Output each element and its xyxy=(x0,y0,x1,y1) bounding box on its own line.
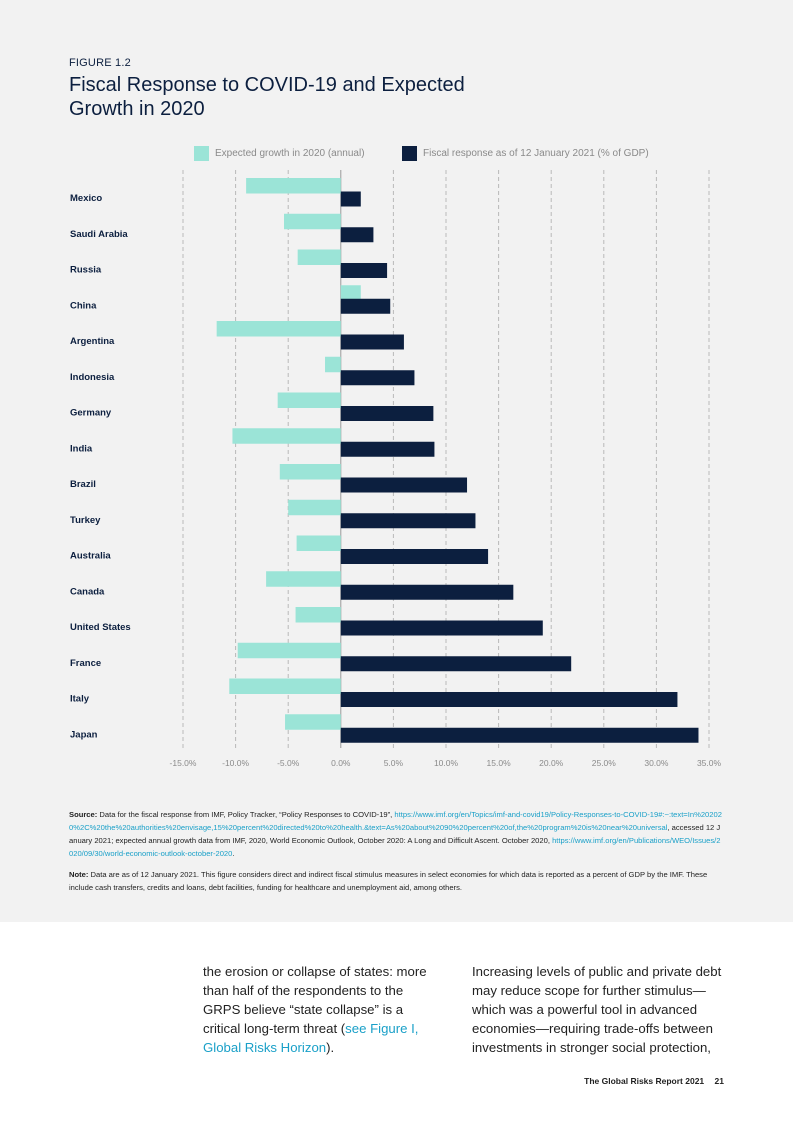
note-text: Data are as of 12 January 2021. This fig… xyxy=(69,870,708,892)
fiscal-bar xyxy=(340,656,572,672)
source-link-2[interactable]: https://www.imf.org/en/Publications/WEO/… xyxy=(69,836,721,858)
fiscal-bar xyxy=(340,370,415,386)
fiscal-bar xyxy=(340,513,476,529)
x-tick-label: 0.0% xyxy=(331,758,351,768)
growth-bar xyxy=(325,356,341,373)
growth-bar xyxy=(246,178,341,194)
growth-bar xyxy=(296,535,341,551)
fiscal-bar xyxy=(340,191,361,207)
source-paragraph: Source: Data for the fiscal response fro… xyxy=(69,808,724,860)
source-text-2: , accessed 12 January 2021; expected ann… xyxy=(69,823,721,845)
category-label: Mexico xyxy=(70,193,102,204)
fiscal-bar xyxy=(340,692,678,707)
bar-chart: -15.0% -10.0% -5.0% 0.0% 5.0% 10.0% 15.0% 20.0%… xyxy=(70,170,722,768)
category-label: Argentina xyxy=(70,336,115,347)
figure-reference-link[interactable]: see Figure I, Global Risks Horizon xyxy=(203,1021,419,1055)
fiscal-bar xyxy=(340,298,391,314)
x-tick-label: 5.0% xyxy=(384,758,404,768)
growth-bar xyxy=(285,714,341,730)
growth-bar xyxy=(237,642,341,659)
legend-label-growth: Expected growth in 2020 (annual) xyxy=(215,148,365,159)
source-heading: Source: xyxy=(69,810,98,819)
growth-bar xyxy=(216,321,341,337)
category-label: United States xyxy=(70,622,131,633)
category-label: Turkey xyxy=(70,515,101,526)
page-number: 21 xyxy=(714,1076,724,1086)
category-label: Saudi Arabia xyxy=(70,229,128,240)
category-label: Australia xyxy=(70,551,111,562)
fiscal-bar xyxy=(340,406,434,421)
category-label: Canada xyxy=(70,586,105,597)
growth-bar xyxy=(279,464,341,480)
x-tick-label: -15.0% xyxy=(170,758,197,768)
growth-bar xyxy=(288,499,341,516)
fiscal-bar xyxy=(340,263,388,278)
fiscal-bar xyxy=(340,477,468,493)
figure-label: FIGURE 1.2 xyxy=(69,57,131,69)
legend-swatch-growth xyxy=(194,146,209,161)
x-tick-label: 10.0% xyxy=(434,758,459,768)
page-footer: The Global Risks Report 2021 21 xyxy=(584,1076,724,1086)
x-tick-label: 20.0% xyxy=(539,758,564,768)
legend-item-fiscal: Fiscal response as of 12 January 2021 (%… xyxy=(402,146,649,161)
note-heading: Note: xyxy=(69,870,89,879)
category-label: India xyxy=(70,443,93,454)
category-label: France xyxy=(70,658,101,669)
figure-notes: Source: Data for the fiscal response fro… xyxy=(69,808,724,902)
legend-item-growth: Expected growth in 2020 (annual) xyxy=(194,146,365,161)
body-column-2: Increasing levels of public and private … xyxy=(472,962,722,1057)
category-label: Germany xyxy=(70,408,112,419)
footer-title: The Global Risks Report 2021 xyxy=(584,1076,705,1086)
category-label: Italy xyxy=(70,694,90,705)
fiscal-bar xyxy=(340,441,435,457)
growth-bar xyxy=(229,678,341,694)
category-label: Russia xyxy=(70,265,102,276)
figure-title: Fiscal Response to COVID-19 and Expected… xyxy=(69,74,465,120)
fiscal-bar xyxy=(340,549,489,564)
fiscal-bar xyxy=(340,584,514,600)
fiscal-bar xyxy=(340,620,543,636)
col2-text: Increasing levels of public and private … xyxy=(472,964,722,1055)
x-tick-label: -10.0% xyxy=(222,758,249,768)
growth-bar xyxy=(266,571,341,587)
x-tick-label: 25.0% xyxy=(592,758,617,768)
col1-end: ). xyxy=(326,1040,335,1055)
growth-bar xyxy=(283,213,341,230)
category-label: Japan xyxy=(70,729,98,740)
note-paragraph: Note: Data are as of 12 January 2021. Th… xyxy=(69,868,724,894)
legend-label-fiscal: Fiscal response as of 12 January 2021 (%… xyxy=(423,148,649,159)
body-column-1: the erosion or collapse of states: more … xyxy=(203,962,438,1057)
fiscal-bar xyxy=(340,227,374,243)
fiscal-bar xyxy=(340,727,699,743)
figure-panel xyxy=(0,0,793,922)
growth-bar xyxy=(297,249,341,265)
source-text-1: Data for the fiscal response from IMF, P… xyxy=(99,810,393,819)
growth-bar xyxy=(232,428,341,444)
category-label: Brazil xyxy=(70,479,96,490)
growth-bar xyxy=(340,285,361,301)
growth-bar xyxy=(277,392,341,408)
x-tick-label: 35.0% xyxy=(697,758,722,768)
col1-text: the erosion or collapse of states: more … xyxy=(203,964,427,1036)
growth-bar xyxy=(295,607,341,623)
x-tick-label: -5.0% xyxy=(277,758,300,768)
legend-swatch-fiscal xyxy=(402,146,417,161)
source-link-1[interactable]: https://www.imf.org/en/Topics/imf-and-co… xyxy=(69,810,722,832)
category-label: Indonesia xyxy=(70,372,115,383)
x-tick-label: 15.0% xyxy=(487,758,512,768)
fiscal-bar xyxy=(340,334,404,350)
x-tick-label: 30.0% xyxy=(644,758,669,768)
source-end: . xyxy=(232,849,235,858)
category-label: China xyxy=(70,300,97,311)
